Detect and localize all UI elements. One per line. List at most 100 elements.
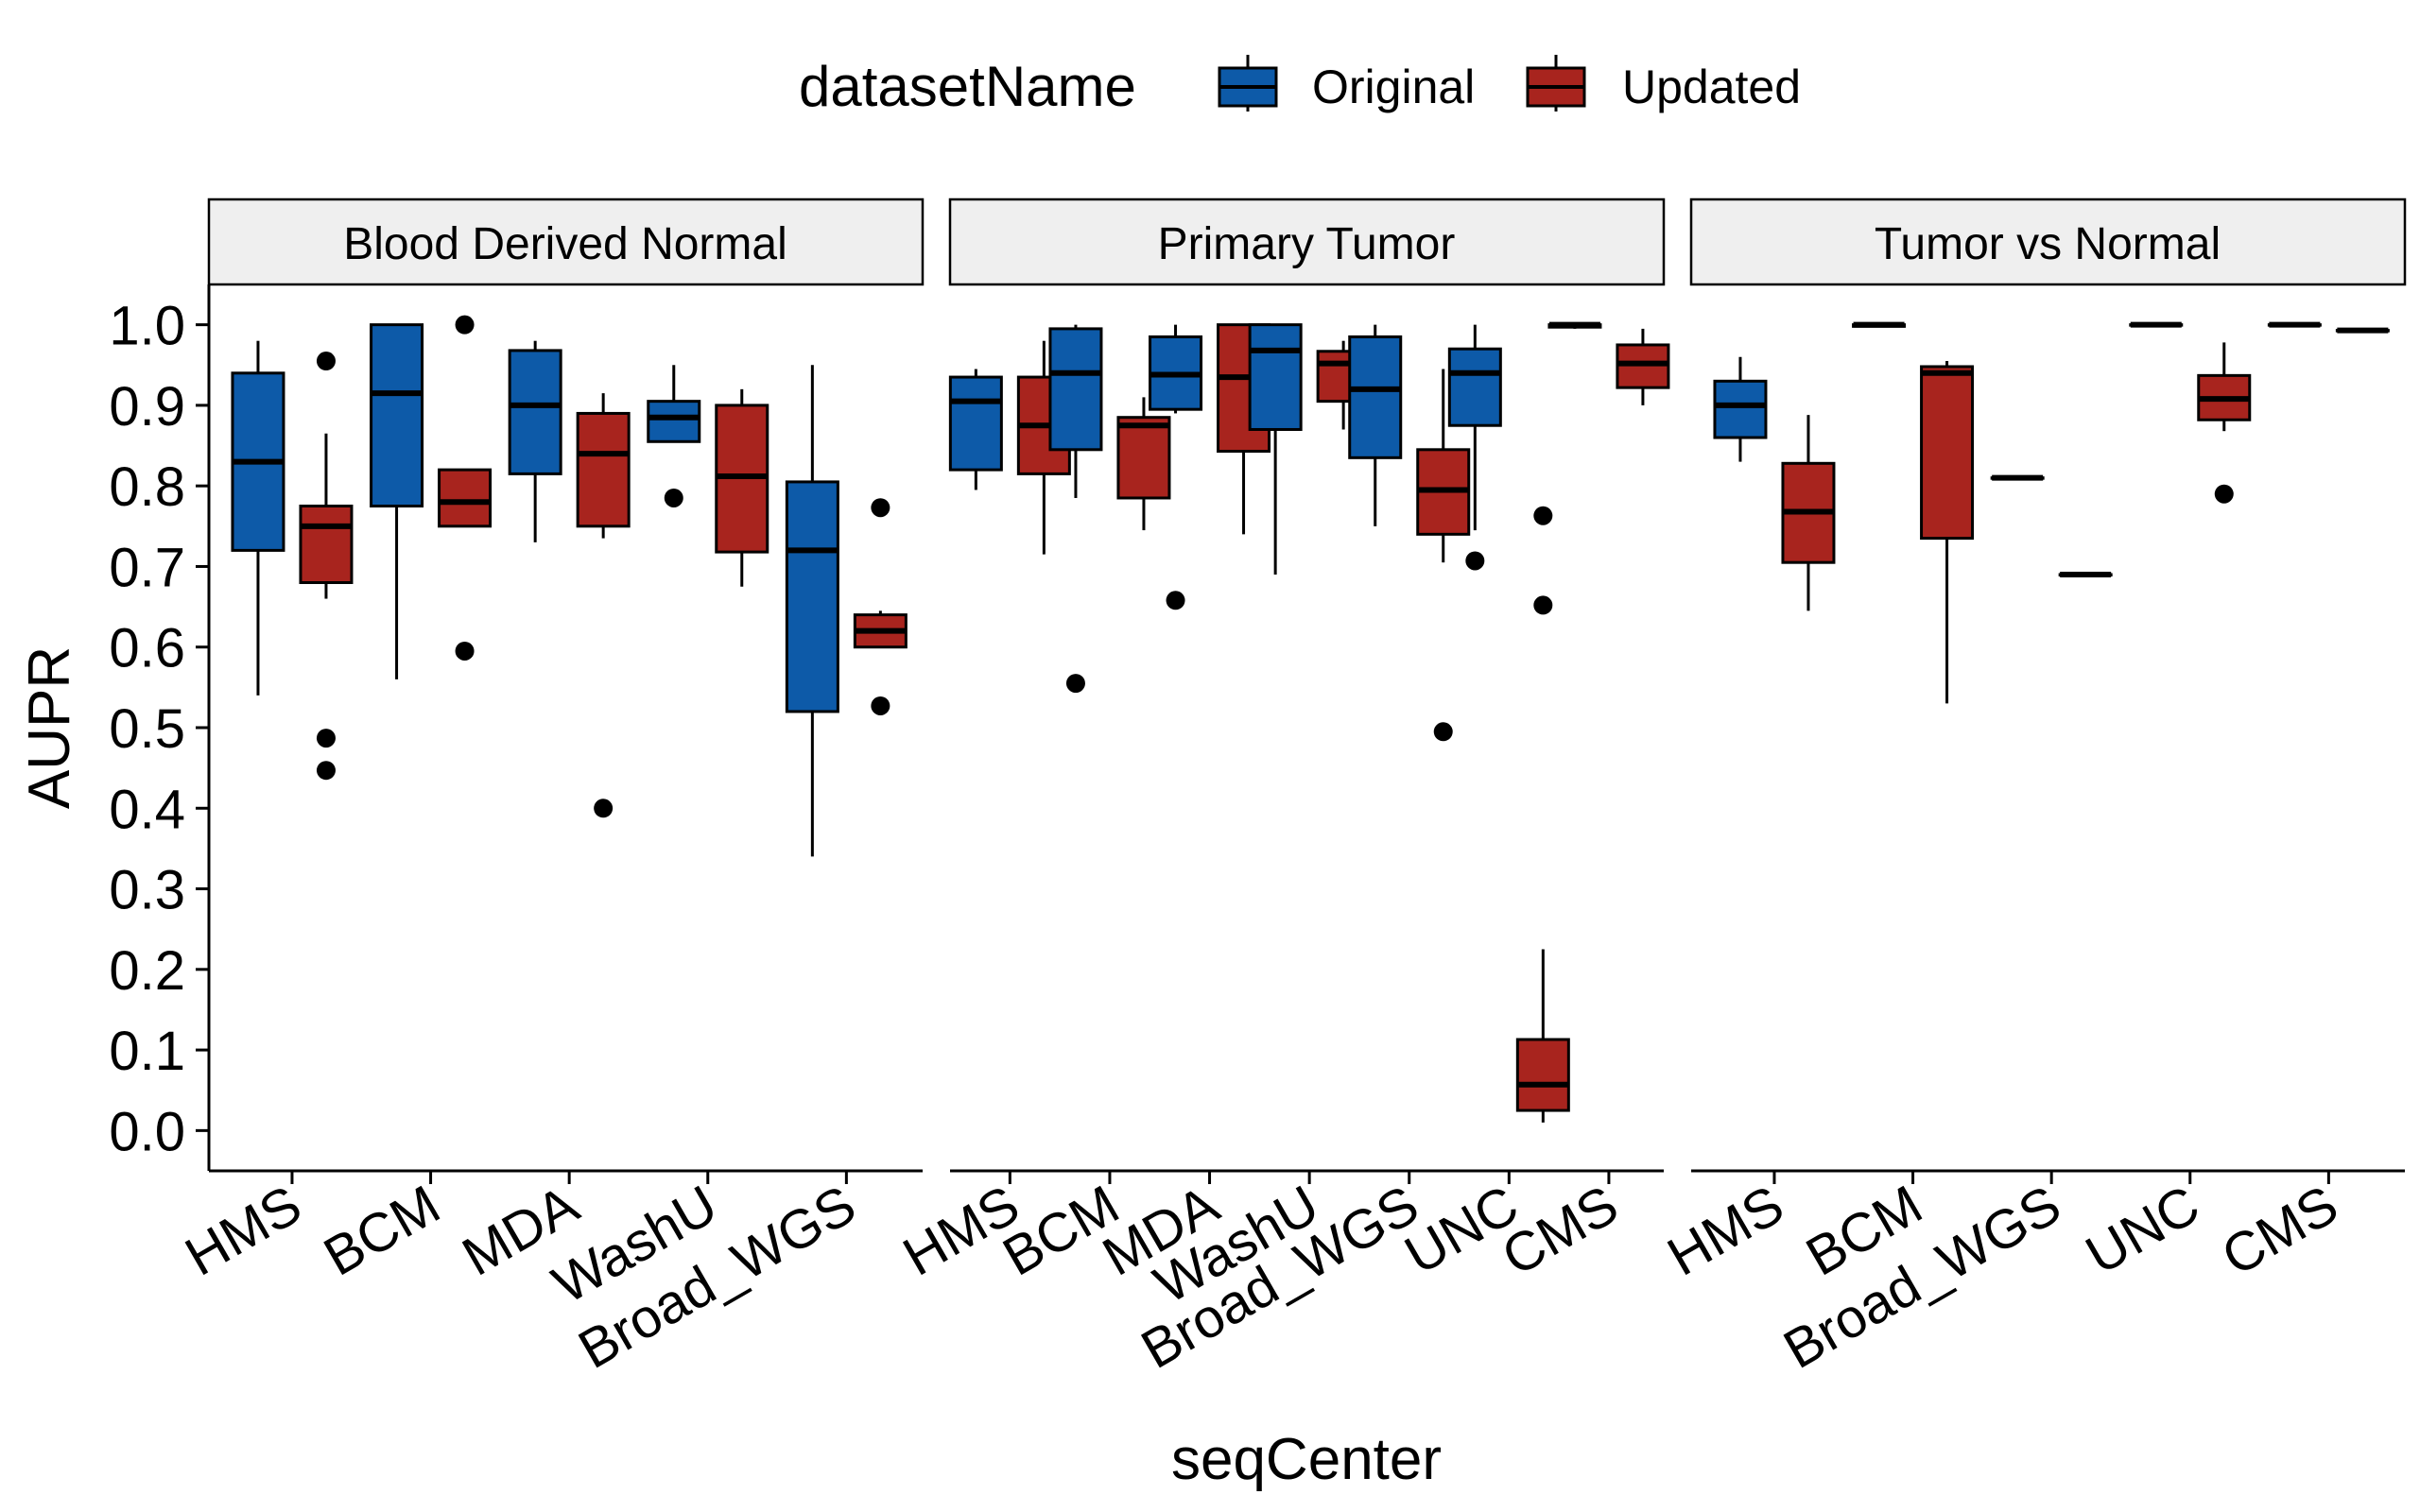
facet-plot-0 xyxy=(231,315,908,857)
y-tick-label: 0.1 xyxy=(109,1021,185,1082)
y-axis-title: AUPR xyxy=(17,646,82,809)
y-axis: 0.0 0.1 0.2 0.3 0.4 0.5 0.6 0.7 0.8 0.9 1.0 xyxy=(109,284,211,1171)
outlier-point xyxy=(594,799,614,818)
legend-label-updated: Updated xyxy=(1622,60,1801,113)
box-iqr xyxy=(1713,379,1768,439)
outlier-point xyxy=(455,641,475,661)
legend-title: datasetName xyxy=(799,55,1136,118)
facet-title-2: Tumor vs Normal xyxy=(1875,219,2221,269)
outlier-point xyxy=(316,352,336,371)
outlier-point xyxy=(1433,722,1453,742)
box-iqr xyxy=(1348,335,1403,459)
legend-entry-original: Original xyxy=(1218,55,1475,113)
box-original-WashU xyxy=(647,365,701,507)
box-updated-Broad_WGS xyxy=(853,498,908,715)
facet-strip-1: Primary Tumor xyxy=(948,198,1666,286)
box-iqr xyxy=(299,505,354,585)
box-original-CMS xyxy=(2267,321,2322,328)
plot-layer xyxy=(231,315,2390,1123)
x-axis-title: seqCenter xyxy=(1171,1427,1442,1492)
box-original-MDA xyxy=(508,340,562,542)
outlier-point xyxy=(1533,595,1553,615)
outlier-point xyxy=(871,498,890,518)
outlier-point xyxy=(2214,484,2234,504)
x-tick-label: HMS xyxy=(175,1174,311,1288)
box-original-BCM xyxy=(1048,324,1103,694)
box-original-CMS xyxy=(1547,321,1602,329)
x-tick-label: BCM xyxy=(314,1174,450,1288)
y-tick-label: 0.3 xyxy=(109,860,185,921)
box-original-WashU xyxy=(1248,323,1303,575)
y-tick-label: 0.8 xyxy=(109,456,185,518)
facet-strip-2: Tumor vs Normal xyxy=(1689,198,2407,286)
outlier-point xyxy=(316,729,336,748)
box-iqr xyxy=(1515,1038,1570,1112)
box-original-UNC xyxy=(2129,321,2184,328)
box-iqr xyxy=(1248,323,1303,431)
box-iqr xyxy=(647,400,701,443)
box-updated-WashU xyxy=(715,388,769,587)
facet-strip-0: Blood Derived Normal xyxy=(207,198,925,286)
box-updated-Broad_WGS xyxy=(2058,571,2113,577)
box-updated-UNC xyxy=(2197,342,2252,504)
legend: datasetName Original Updated xyxy=(799,55,1801,118)
legend-label-original: Original xyxy=(1312,60,1475,113)
box-original-Broad_WGS xyxy=(785,365,839,857)
box-original-HMS xyxy=(948,369,1003,490)
box-original-UNC xyxy=(1447,324,1502,571)
box-iqr xyxy=(508,349,562,475)
facet-title-1: Primary Tumor xyxy=(1158,219,1456,269)
box-original-MDA xyxy=(1149,324,1203,610)
outlier-point xyxy=(1166,591,1185,610)
x-tick-label: HMS xyxy=(1657,1174,1793,1288)
x-tick-label: Broad_WGS xyxy=(1773,1174,2070,1381)
box-updated-CMS xyxy=(1616,328,1670,405)
box-iqr xyxy=(1116,416,1171,500)
outlier-point xyxy=(664,488,683,507)
y-tick-label: 0.6 xyxy=(109,618,185,679)
y-tick-label: 0.2 xyxy=(109,940,185,1002)
outlier-point xyxy=(1065,674,1085,694)
box-iqr xyxy=(1048,327,1103,452)
x-tick-label: UNC xyxy=(2076,1174,2209,1286)
facet-plot-1 xyxy=(948,321,1670,1123)
box-updated-MDA xyxy=(576,393,631,818)
legend-entry-updated: Updated xyxy=(1526,55,1801,113)
box-original-BCM xyxy=(370,323,424,679)
outlier-point xyxy=(871,696,890,715)
box-original-HMS xyxy=(1713,356,1768,462)
y-tick-label: 0.7 xyxy=(109,537,185,598)
box-updated-BCM xyxy=(1116,397,1171,531)
y-tick-label: 0.0 xyxy=(109,1101,185,1162)
box-updated-CMS xyxy=(2335,327,2390,334)
box-original-Broad_WGS xyxy=(1348,324,1403,526)
box-updated-HMS xyxy=(1781,415,1836,611)
y-tick-label: 0.9 xyxy=(109,376,185,438)
facet-plot-2 xyxy=(1713,321,2390,704)
box-updated-BCM xyxy=(1920,361,1975,704)
box-iqr xyxy=(370,323,424,507)
outlier-point xyxy=(455,315,475,335)
box-iqr xyxy=(576,411,631,528)
outlier-point xyxy=(1465,551,1485,571)
y-tick-label: 0.5 xyxy=(109,698,185,760)
box-original-BCM xyxy=(1852,321,1907,328)
y-tick-label: 1.0 xyxy=(109,296,185,357)
box-iqr xyxy=(948,375,1003,472)
box-iqr xyxy=(1920,365,1975,541)
box-original-Broad_WGS xyxy=(1990,474,2045,481)
box-updated-UNC xyxy=(1515,506,1570,1123)
box-updated-Broad_WGS xyxy=(1416,369,1471,742)
box-original-HMS xyxy=(231,340,285,696)
box-updated-BCM xyxy=(438,315,493,661)
box-iqr xyxy=(785,480,839,713)
facet-title-0: Blood Derived Normal xyxy=(343,219,787,269)
outlier-point xyxy=(316,761,336,781)
y-tick-label: 0.4 xyxy=(109,779,185,840)
box-iqr xyxy=(438,468,493,528)
x-tick-label: CMS xyxy=(1492,1174,1628,1288)
box-iqr xyxy=(1447,347,1502,427)
box-updated-HMS xyxy=(299,352,354,781)
